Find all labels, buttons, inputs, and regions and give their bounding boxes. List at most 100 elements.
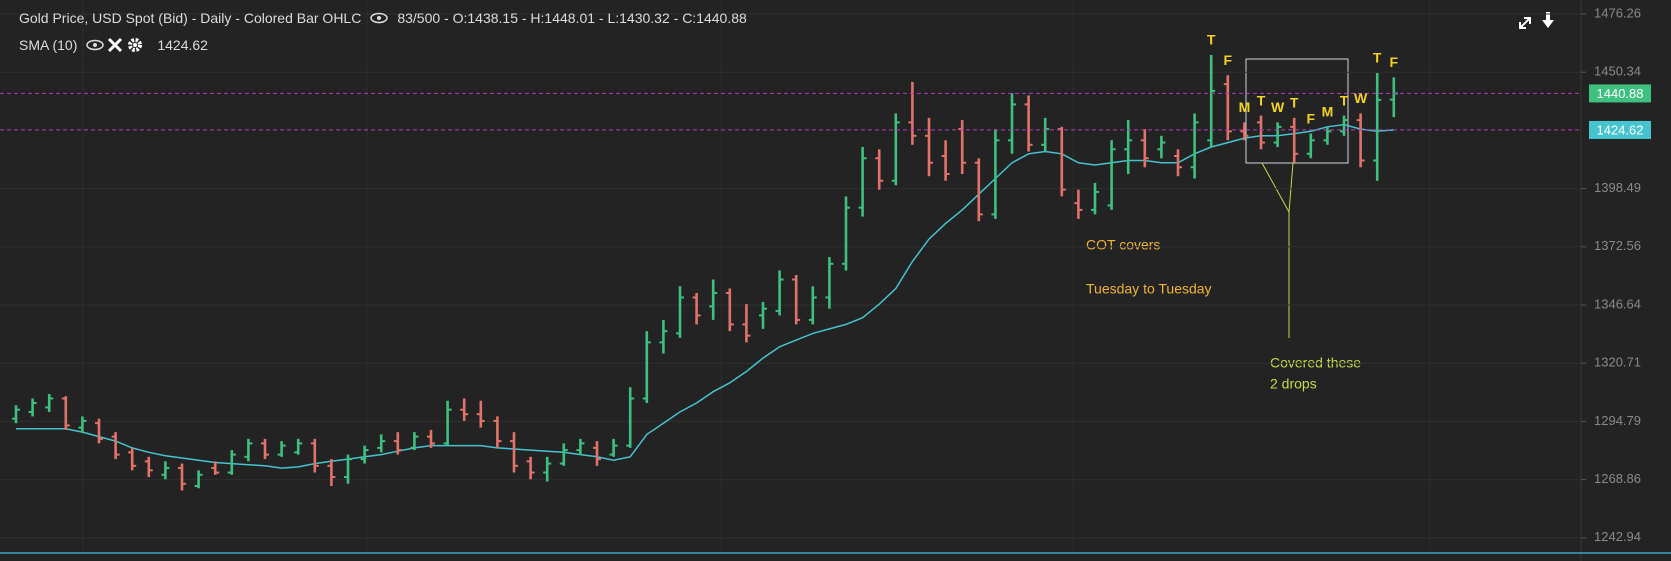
expand-icon[interactable] <box>1519 17 1531 29</box>
ohlc-bar <box>593 441 601 466</box>
ohlc-bar <box>1024 95 1033 152</box>
y-tick-label: 1346.64 <box>1594 296 1641 311</box>
ohlc-bar <box>1091 182 1099 215</box>
ohlc-bar <box>858 147 867 217</box>
ohlc-bar <box>460 398 469 421</box>
ohlc-bar <box>28 398 37 417</box>
ohlc-bar <box>78 416 87 433</box>
y-tick-label: 1450.34 <box>1594 64 1641 79</box>
indicator-icons[interactable] <box>85 37 149 53</box>
ohlc-bar <box>1174 149 1182 177</box>
eye-icon[interactable] <box>369 12 389 24</box>
ohlc-bar <box>941 140 950 181</box>
indicator-name: SMA (10) <box>19 37 78 53</box>
box <box>1245 58 1349 164</box>
ohlc-bar <box>891 113 900 186</box>
ohlc-bar <box>344 454 352 484</box>
ohlc-bar <box>1190 113 1199 179</box>
annotation: COT covers <box>1086 237 1160 253</box>
ohlc-bar <box>277 441 286 457</box>
y-tick-label: 1320.71 <box>1594 355 1641 370</box>
ohlc-bar <box>211 461 220 475</box>
chart-title: Gold Price, USD Spot (Bid) - Daily - Col… <box>19 10 362 26</box>
ohlc-bar <box>410 432 419 451</box>
indicator-line: SMA (10) 1424.62 <box>19 37 208 53</box>
ohlc-bar <box>576 438 585 455</box>
toolbar-icons[interactable] <box>1519 12 1554 29</box>
weekday-label: T <box>1207 32 1216 48</box>
ohlc-bar <box>427 429 435 448</box>
ohlc-bar <box>244 438 253 462</box>
weekday-label: F <box>1307 110 1316 126</box>
ohlc-bar <box>1257 115 1265 150</box>
ohlc-bar <box>808 286 817 325</box>
ohlc-bar <box>974 158 983 222</box>
y-tick-label: 1372.56 <box>1594 238 1641 253</box>
ohlc-bar <box>725 288 734 332</box>
highlight-box <box>1245 58 1349 338</box>
ohlc-bar <box>676 286 684 338</box>
weekday-label: T <box>1290 95 1299 111</box>
annotation: 2 drops <box>1270 376 1317 392</box>
ohlc-bar <box>875 149 884 190</box>
annotation: Covered these <box>1270 355 1361 371</box>
ohlc-bar <box>659 319 668 354</box>
ohlc-bar <box>1107 140 1116 210</box>
annotation: Tuesday to Tuesday <box>1086 281 1212 297</box>
ohlc-bar <box>111 432 120 460</box>
ohlc-bar <box>958 120 967 174</box>
indicator-value: 1424.62 <box>157 37 208 53</box>
ohlc-bar <box>742 304 751 343</box>
ohlc-bar <box>1157 135 1166 159</box>
ohlc-bar <box>61 396 70 430</box>
ohlc-bar <box>559 443 568 466</box>
ohlc-bar <box>1306 133 1315 159</box>
ohlc-bar <box>626 387 635 448</box>
ohlc-bar <box>443 400 452 446</box>
price-label-box <box>1589 84 1651 103</box>
ohlc-bar <box>1124 120 1133 174</box>
weekday-label: W <box>1354 90 1368 106</box>
weekday-label: T <box>1340 92 1349 108</box>
vertical-grid <box>82 0 1431 550</box>
y-tick-label: 1242.94 <box>1594 529 1641 544</box>
ohlc-bar <box>261 438 269 460</box>
ohlc-bar <box>1290 117 1299 163</box>
ohlc-bar <box>493 416 502 448</box>
ohlc-bar <box>310 438 319 473</box>
download-icon[interactable] <box>1542 12 1554 28</box>
ohlc-bar <box>45 393 54 412</box>
weekday-label: T <box>1373 50 1382 66</box>
ohlc-bar <box>759 301 767 329</box>
ohlc-bar <box>775 270 784 316</box>
y-tick-label: 1294.79 <box>1594 413 1641 428</box>
ohlc-bar <box>128 447 137 471</box>
pointer-line <box>1261 162 1290 213</box>
header-line: Gold Price, USD Spot (Bid) - Daily - Col… <box>19 10 747 26</box>
y-tick-label: 1268.86 <box>1594 471 1641 486</box>
ohlc-bar <box>842 196 850 271</box>
ohlc-bar <box>1074 189 1083 219</box>
ohlc-bar <box>526 456 535 480</box>
weekday-label: F <box>1224 52 1233 68</box>
ohlc-bar <box>1356 113 1365 168</box>
weekday-label: W <box>1271 99 1285 115</box>
sma-line <box>16 123 1394 469</box>
ohlc-bar <box>377 434 386 453</box>
ohlc-bar <box>476 400 485 428</box>
weekday-label: M <box>1322 104 1334 120</box>
ohlc-bar <box>1340 115 1348 136</box>
y-tick-label: 1476.26 <box>1594 5 1641 20</box>
ohlc-bar <box>1140 129 1149 168</box>
ohlc-bar <box>1323 126 1332 145</box>
ohlc-bar <box>144 456 153 478</box>
ohlc-bar <box>792 275 801 325</box>
ohlc-bar <box>609 438 618 457</box>
ohlc-bar <box>1373 72 1382 181</box>
ohlc-bar <box>161 461 170 480</box>
ohlc-bar <box>327 459 336 487</box>
ohlc-bar <box>12 405 20 424</box>
y-tick-label: 1398.49 <box>1594 180 1641 195</box>
